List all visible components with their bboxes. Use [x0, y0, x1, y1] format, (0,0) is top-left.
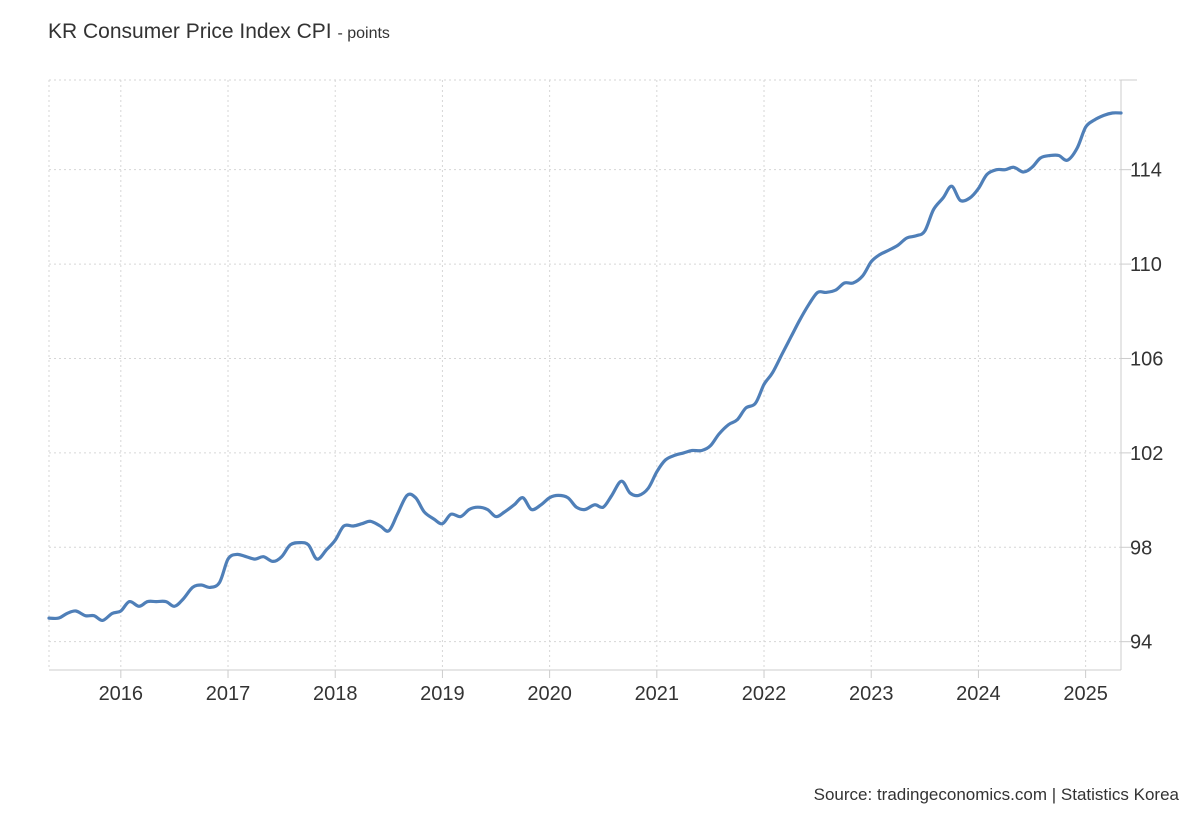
x-tick-label-2020: 2020 — [527, 683, 572, 705]
chart-title-text: KR Consumer Price Index CPI — [48, 20, 332, 43]
axis-layer — [49, 79, 1137, 678]
x-tick-label-2024: 2024 — [956, 683, 1001, 705]
x-tick-label-2018: 2018 — [313, 683, 358, 705]
x-tick-label-2017: 2017 — [206, 683, 251, 705]
grid-layer — [48, 79, 1121, 670]
y-tick-label-102: 102 — [1130, 443, 1163, 465]
x-tick-label-2022: 2022 — [742, 683, 787, 705]
x-tick-label-2025: 2025 — [1063, 683, 1108, 705]
y-tick-label-94: 94 — [1130, 632, 1152, 654]
chart-unit: - points — [337, 25, 390, 42]
y-tick-label-110: 110 — [1130, 254, 1162, 276]
x-tick-label-2023: 2023 — [849, 683, 894, 705]
chart-title: KR Consumer Price Index CPI - points — [48, 20, 390, 44]
x-tick-label-2016: 2016 — [99, 683, 144, 705]
y-tick-label-114: 114 — [1130, 160, 1162, 182]
y-tick-label-106: 106 — [1130, 348, 1163, 370]
y-tick-label-98: 98 — [1130, 537, 1152, 559]
series-line-0 — [47, 111, 1123, 622]
tick-label-layer: 2016 2017 2018 2019 2020 2021 2022 2023 2024 2025… — [99, 160, 1164, 705]
series-layer — [47, 111, 1123, 622]
x-tick-label-2019: 2019 — [420, 683, 465, 705]
x-tick-label-2021: 2021 — [635, 683, 680, 705]
source-note: Source: tradingeconomics.com | Statistic… — [813, 785, 1179, 804]
